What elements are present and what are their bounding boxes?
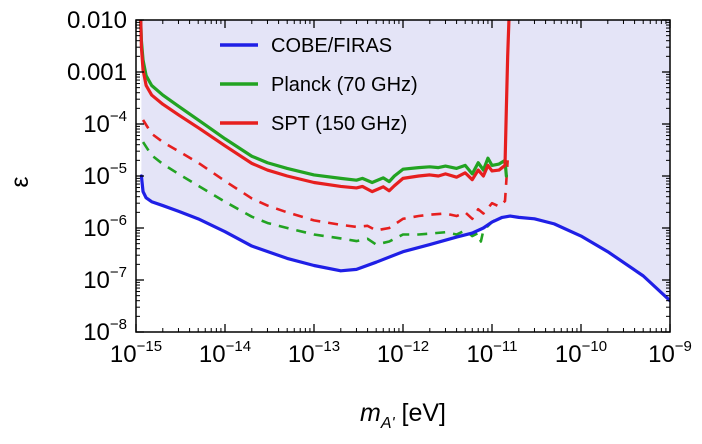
legend-label: COBE/FIRAS — [271, 35, 392, 57]
x-axis-label: mA' [eV] — [360, 399, 446, 432]
excluded-region — [141, 20, 670, 301]
x-tick-label: 10−10 — [555, 338, 607, 368]
x-tick-label: 10−13 — [288, 338, 340, 368]
series-line-3-dashed — [141, 119, 509, 232]
x-tick-label: 10−15 — [110, 338, 162, 368]
y-axis-label: ε — [6, 176, 34, 187]
x-tick-label: 10−14 — [199, 338, 251, 368]
legend-label: SPT (150 GHz) — [271, 113, 407, 135]
y-tick-label: 0.001 — [67, 59, 127, 86]
x-tick-label: 10−11 — [466, 338, 517, 368]
y-tick-label: 10−8 — [83, 316, 127, 346]
y-tick-label: 10−6 — [83, 212, 127, 242]
x-tick-label: 10−12 — [377, 338, 429, 368]
y-tick-label: 10−4 — [83, 108, 127, 138]
series-line-4-dashed — [141, 141, 500, 246]
series-line-0 — [139, 174, 670, 303]
y-tick-label: 10−5 — [83, 160, 127, 190]
legend-label: Planck (70 GHz) — [271, 74, 418, 96]
series-line-1 — [139, 20, 508, 185]
x-tick-label: 10−9 — [648, 338, 692, 368]
y-tick-label: 10−7 — [83, 264, 127, 294]
series-line-2 — [139, 20, 511, 194]
y-tick-label: 0.010 — [67, 7, 127, 34]
